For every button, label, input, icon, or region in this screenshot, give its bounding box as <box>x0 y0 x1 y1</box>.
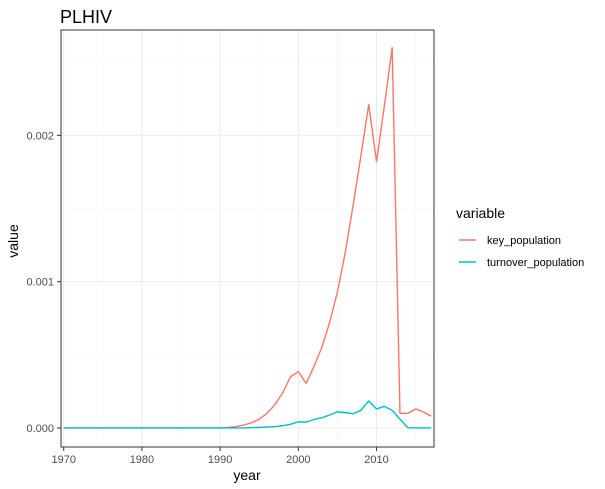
series-line-turnover-population <box>63 400 432 429</box>
legend-label: turnover_population <box>487 257 584 269</box>
y-axis-title: value <box>5 224 21 258</box>
x-axis: 1970 1980 1990 2000 2010 <box>51 447 389 466</box>
chart-title: PLHIV <box>60 7 112 27</box>
x-tick-label: 2010 <box>364 454 388 466</box>
x-tick-label: 1990 <box>208 454 232 466</box>
x-tick-label: 1980 <box>130 454 154 466</box>
x-axis-title: year <box>233 467 261 483</box>
y-axis: 0.000 0.001 0.002 <box>26 130 61 435</box>
legend: variable key_population turnover_populati… <box>456 205 584 269</box>
plot-border <box>60 29 435 448</box>
legend-label: key_population <box>487 235 561 247</box>
x-tick-label: 2000 <box>286 454 310 466</box>
legend-title: variable <box>456 205 505 221</box>
y-tick-label: 0.001 <box>26 277 54 289</box>
plot-panel <box>61 30 434 447</box>
y-tick-label: 0.002 <box>26 130 54 142</box>
y-tick-label: 0.000 <box>26 423 54 435</box>
series-lines <box>63 46 432 429</box>
x-tick-label: 1970 <box>51 454 75 466</box>
plot-background <box>61 30 434 447</box>
